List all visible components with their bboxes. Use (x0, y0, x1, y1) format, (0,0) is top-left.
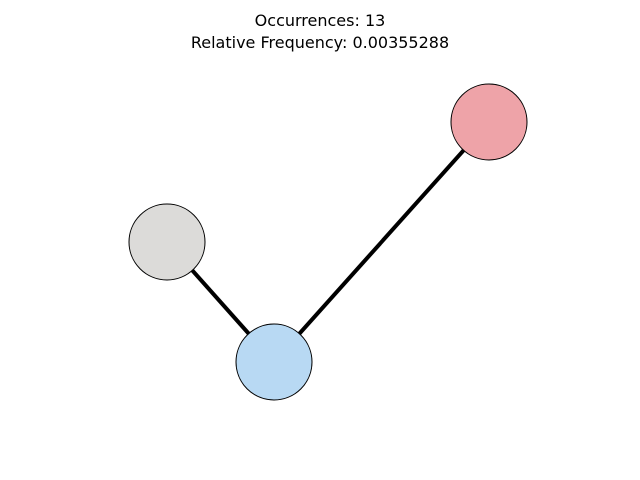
edge-blue-red (272, 120, 491, 364)
occurrences-title: Occurrences: 13 (254, 11, 386, 30)
relative-frequency-title: Relative Frequency: 0.00355288 (190, 33, 450, 52)
node-blue (235, 323, 313, 401)
node-gray (128, 203, 206, 281)
node-red (450, 83, 528, 161)
